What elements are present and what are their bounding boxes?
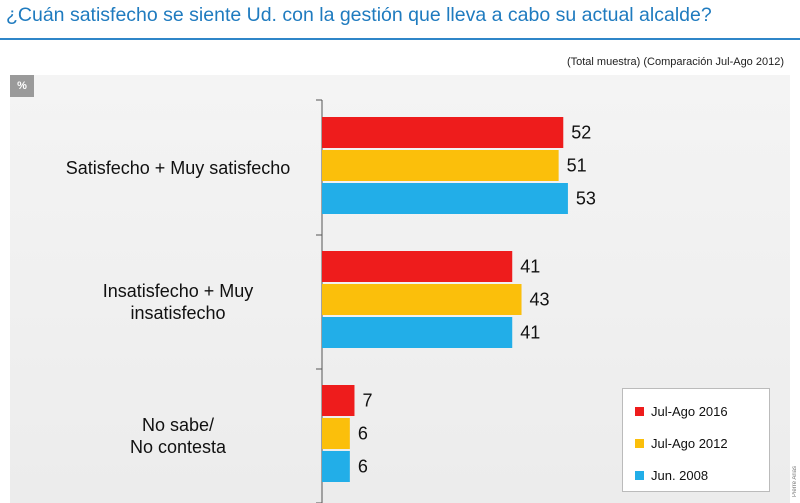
bar-2-0 <box>322 385 355 416</box>
chart-title: ¿Cuán satisfecho se siente Ud. con la ge… <box>6 4 712 26</box>
bar-1-1 <box>322 284 522 315</box>
legend-item: Jun. 2008 <box>635 465 708 485</box>
legend-swatch <box>635 470 644 480</box>
value-label: 52 <box>571 123 591 143</box>
legend-swatch <box>635 438 644 448</box>
value-label: 43 <box>530 290 550 310</box>
credit-text: Pierre Arias <box>792 465 798 497</box>
value-label: 6 <box>358 424 368 444</box>
legend-item: Jul-Ago 2012 <box>635 433 728 453</box>
legend-swatch <box>635 406 644 416</box>
value-label: 53 <box>576 189 596 209</box>
bar-0-0 <box>322 117 564 148</box>
value-label: 51 <box>567 156 587 176</box>
legend-label: Jun. 2008 <box>651 467 709 483</box>
category-label: No sabe/No contesta <box>130 415 227 457</box>
bar-2-1 <box>322 418 350 449</box>
bar-2-2 <box>322 451 350 482</box>
legend-label: Jul-Ago 2012 <box>651 435 728 451</box>
bar-0-1 <box>322 150 559 181</box>
category-label: Insatisfecho + Muy insatisfecho <box>103 281 254 323</box>
bar-0-2 <box>322 183 568 214</box>
bar-1-0 <box>322 251 513 282</box>
chart-legend: Jul-Ago 2016 Jul-Ago 2012 Jun. 2008 <box>622 388 770 492</box>
title-divider <box>0 38 800 40</box>
value-label: 41 <box>520 323 540 343</box>
value-label: 41 <box>520 257 540 277</box>
legend-item: Jul-Ago 2016 <box>635 401 728 421</box>
bar-1-2 <box>322 317 513 348</box>
legend-label: Jul-Ago 2016 <box>651 403 728 419</box>
chart-subtitle: (Total muestra) (Comparación Jul-Ago 201… <box>566 56 784 68</box>
value-label: 7 <box>362 391 372 411</box>
category-label: Satisfecho + Muy satisfecho <box>66 158 291 178</box>
value-label: 6 <box>358 457 368 477</box>
unit-badge: % <box>10 75 34 97</box>
